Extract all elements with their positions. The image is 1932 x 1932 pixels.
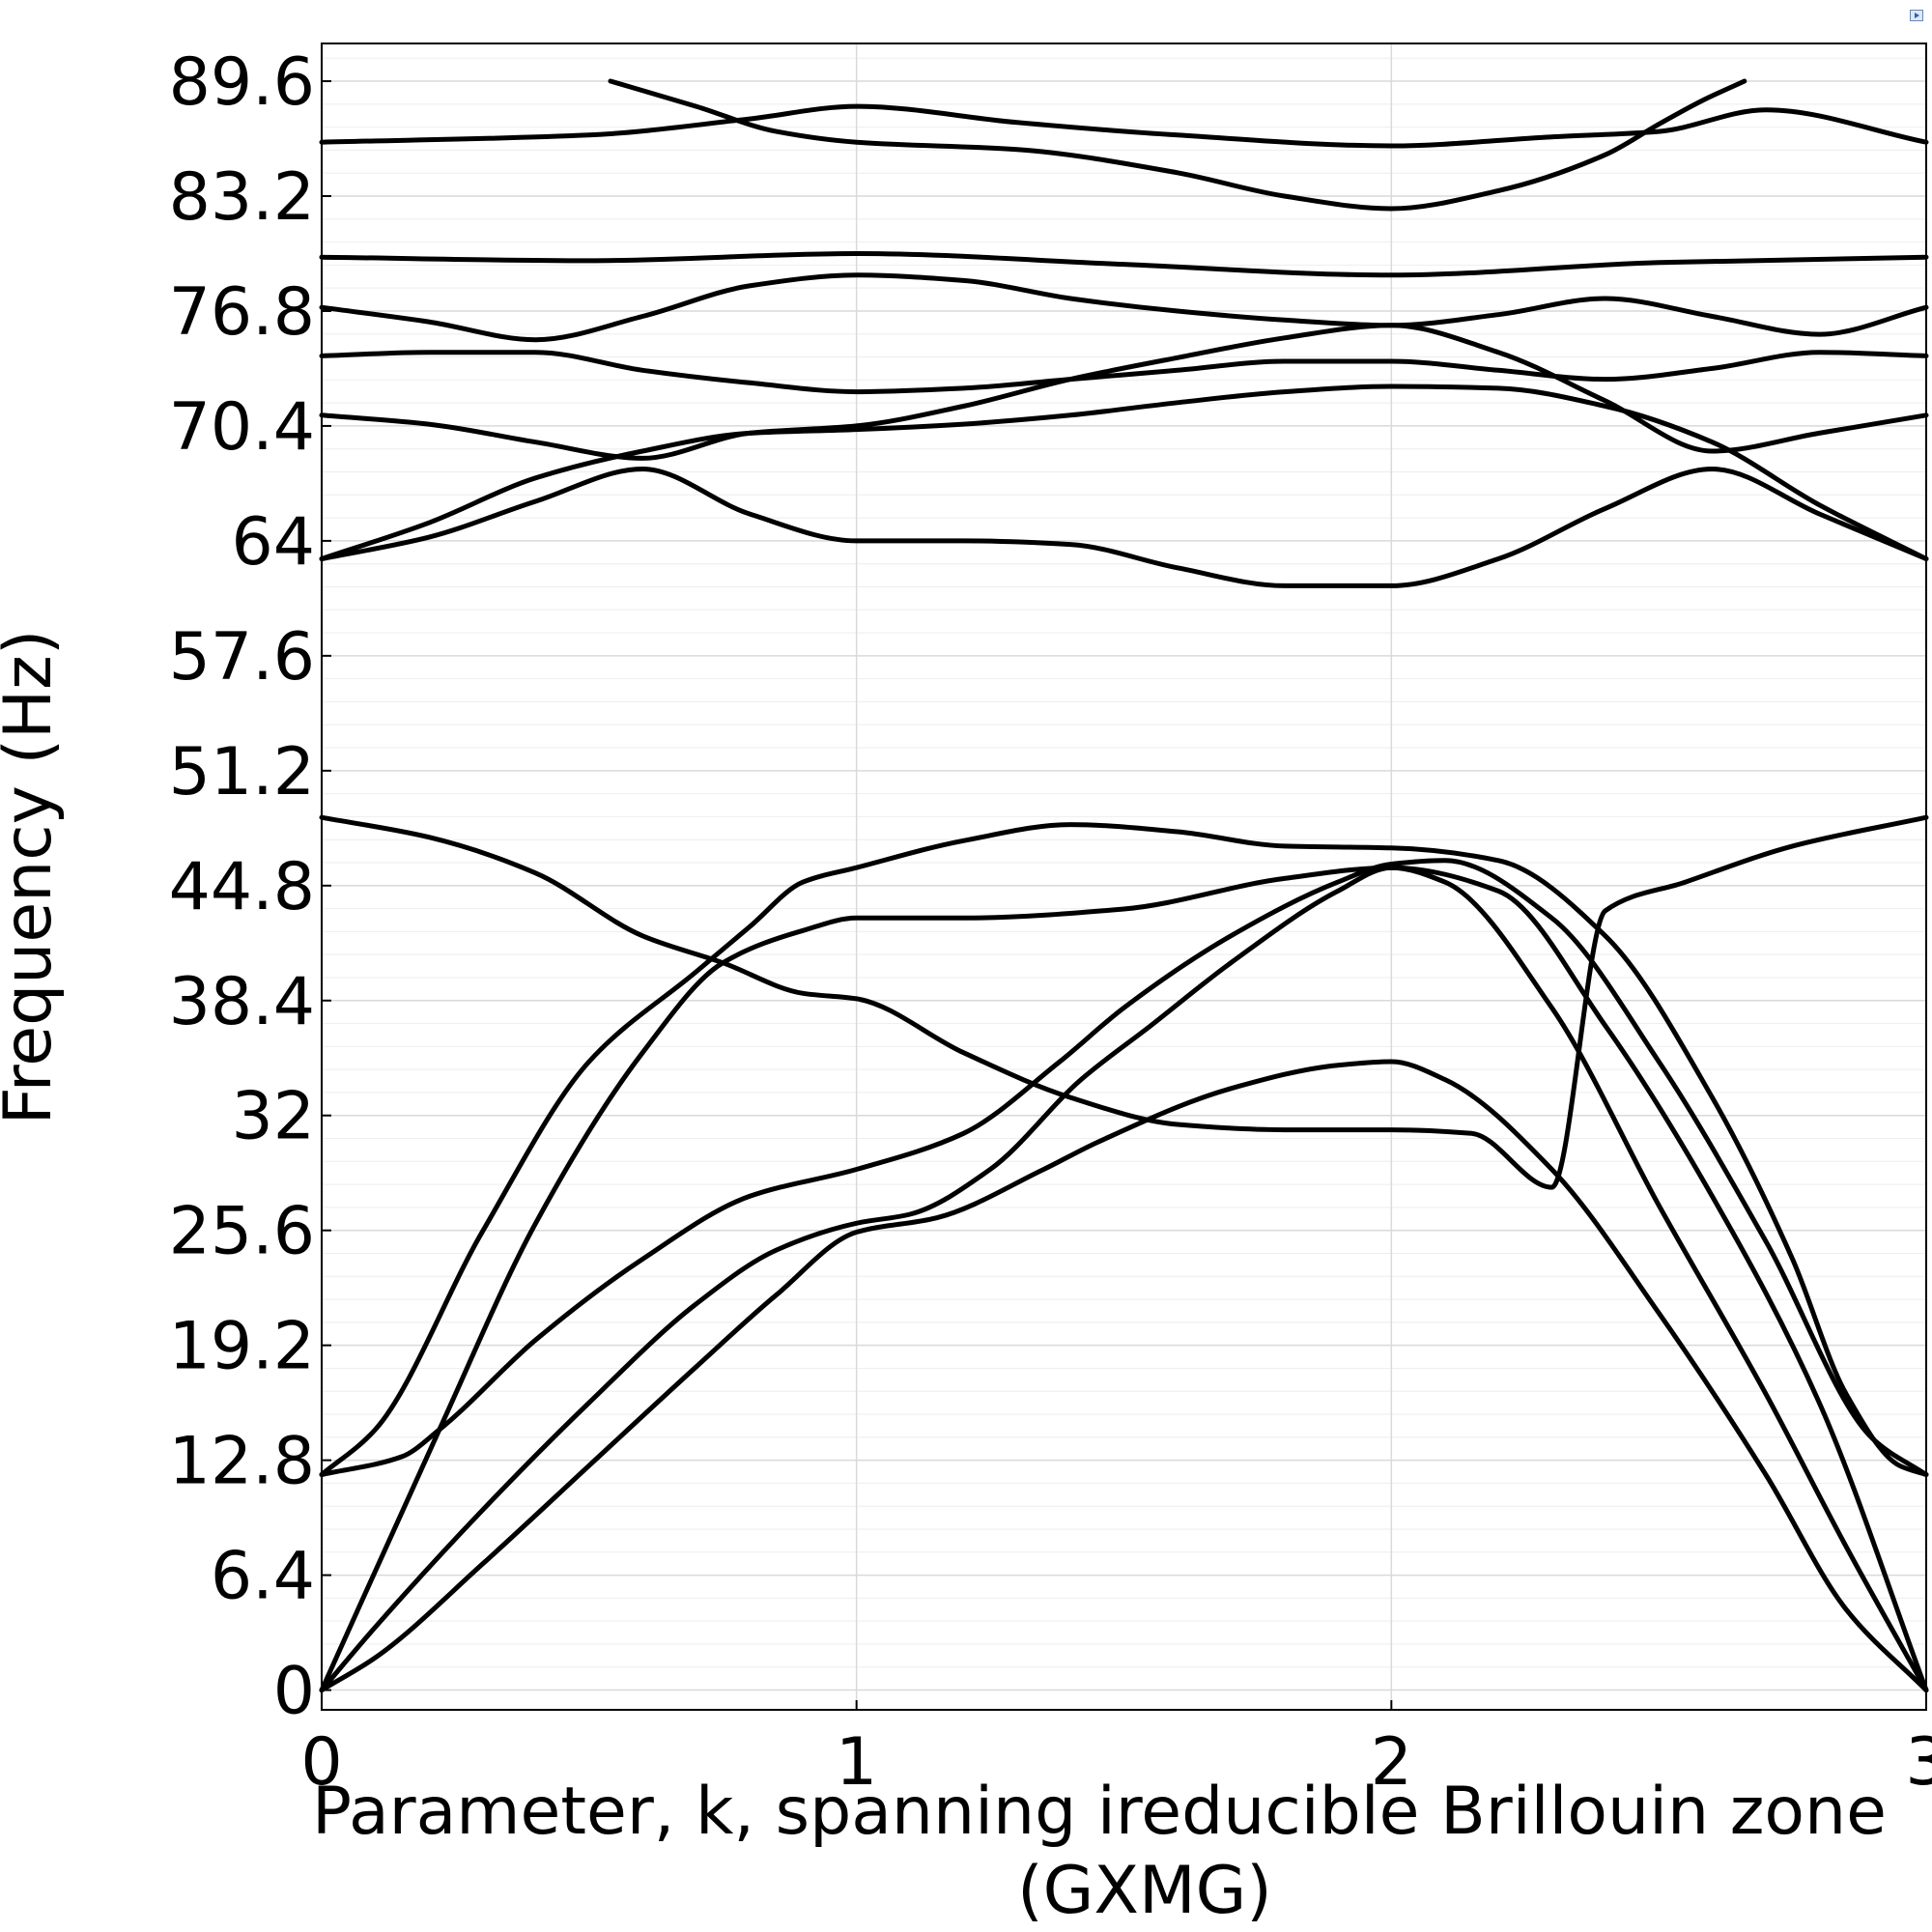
band-11 [319, 272, 1929, 343]
band-curves [319, 78, 1929, 1693]
band-6 [319, 814, 1929, 1190]
band-14 [608, 78, 1747, 212]
y-tick-label: 38.4 [169, 964, 315, 1040]
band-1 [319, 1059, 1929, 1693]
y-tick-label: 83.2 [169, 159, 315, 236]
y-tick-label: 89.6 [169, 44, 315, 121]
y-tick-label: 0 [273, 1654, 315, 1730]
band-5 [319, 822, 1929, 1477]
band-3 [319, 865, 1929, 1693]
y-tick-label: 25.6 [169, 1194, 315, 1270]
plot-window-icon[interactable] [1910, 10, 1923, 21]
y-tick-label: 6.4 [211, 1539, 315, 1615]
band-2 [319, 865, 1929, 1693]
y-tick-label: 76.8 [169, 274, 315, 351]
y-tick-label: 12.8 [169, 1424, 315, 1500]
band-8 [319, 384, 1929, 561]
y-tick-label: 51.2 [169, 734, 315, 810]
y-axis-ticks: 0 6.4 12.8 19.2 25.6 32 38.4 44.8 51.2 57.6 64 70.4… [169, 44, 331, 1730]
band-7 [319, 467, 1929, 588]
y-tick-label: 70.4 [169, 389, 315, 466]
band-4 [319, 858, 1929, 1477]
plot-frame [321, 43, 1927, 1711]
y-tick-label: 44.8 [169, 849, 315, 925]
y-tick-label: 57.6 [169, 619, 315, 696]
band-13 [319, 103, 1929, 149]
band-12 [319, 251, 1929, 278]
y-tick-label: 32 [231, 1079, 315, 1155]
y-tick-label: 19.2 [169, 1309, 315, 1385]
y-axis-title: Frequency (Hz) [0, 630, 67, 1125]
band-10 [319, 350, 1929, 395]
x-tick-label: 2 [1371, 1724, 1412, 1801]
x-axis-ticks: 0 1 2 3 [300, 1700, 1932, 1801]
band-9 [319, 323, 1929, 461]
x-tick-label: 1 [836, 1724, 877, 1801]
grid-lines [321, 43, 1927, 1710]
x-tick-label: 0 [300, 1724, 342, 1801]
x-axis-title-line2: (GXMG) [1017, 1853, 1272, 1929]
x-tick-label: 3 [1905, 1724, 1932, 1801]
y-tick-label: 64 [231, 504, 315, 581]
x-axis-title-line1: Parameter, k, spanning ireducible Brillo… [312, 1774, 1887, 1850]
